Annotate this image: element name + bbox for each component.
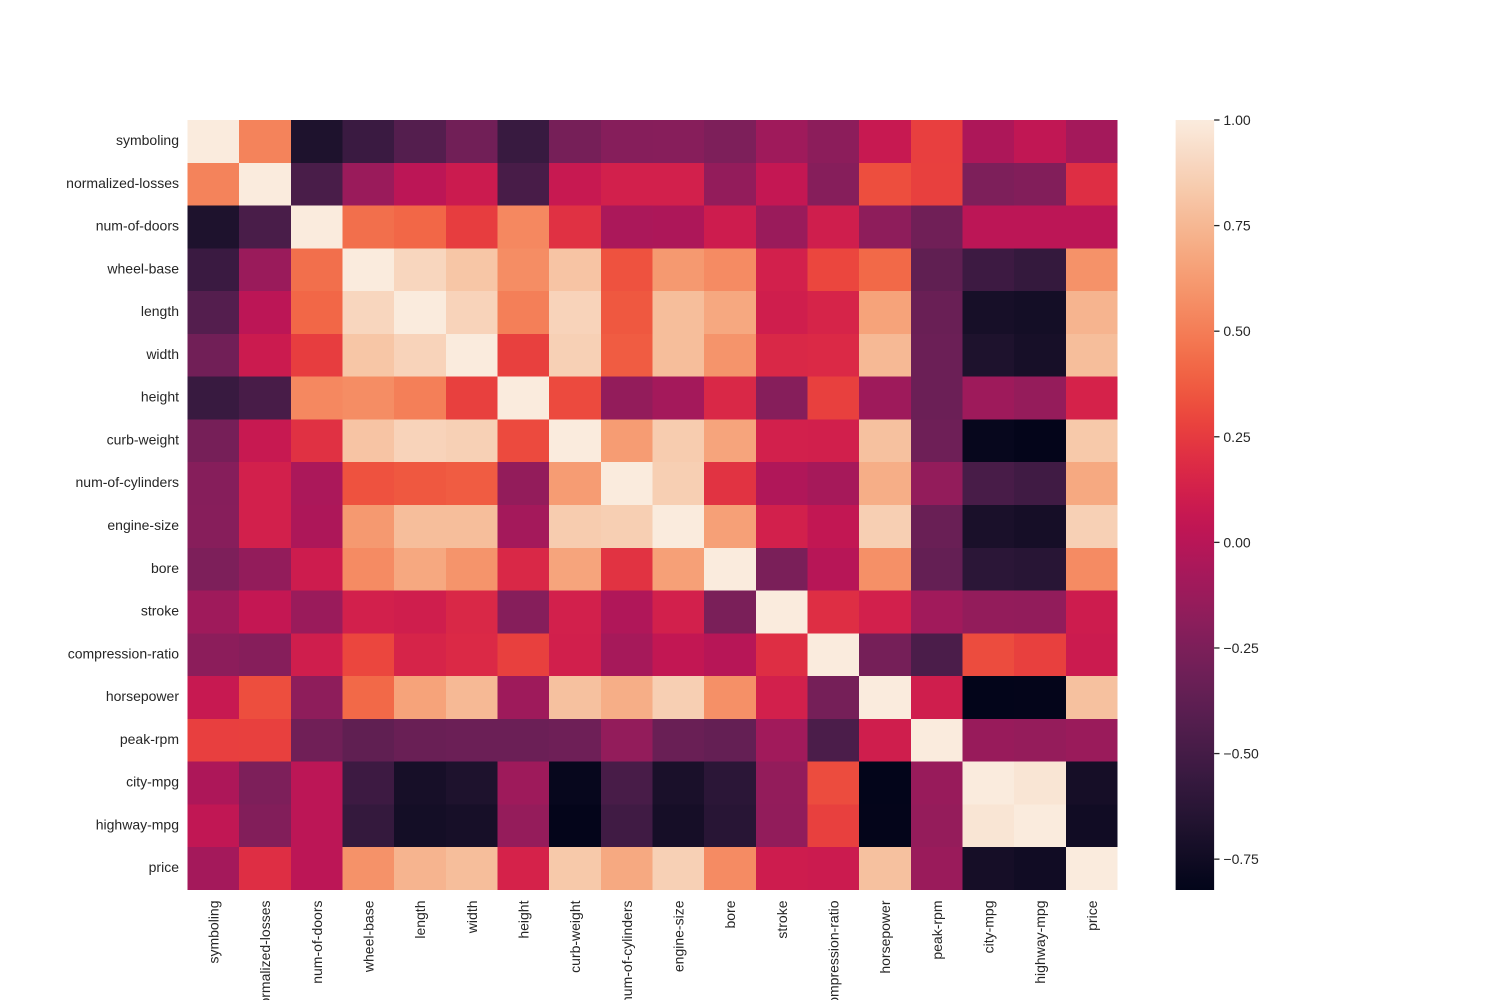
svg-text:bore: bore — [151, 560, 179, 576]
svg-text:−0.50: −0.50 — [1223, 746, 1259, 762]
svg-text:length: length — [141, 303, 179, 319]
svg-text:0.50: 0.50 — [1223, 323, 1250, 339]
svg-text:width: width — [464, 901, 480, 935]
svg-text:stroke: stroke — [774, 900, 790, 938]
svg-text:symboling: symboling — [116, 132, 179, 148]
svg-text:wheel-base: wheel-base — [106, 260, 179, 276]
svg-text:curb-weight: curb-weight — [567, 900, 583, 972]
svg-text:curb-weight: curb-weight — [107, 431, 179, 447]
svg-text:symboling: symboling — [206, 901, 222, 964]
svg-text:normalized-losses: normalized-losses — [257, 901, 273, 1001]
svg-text:height: height — [141, 389, 179, 405]
svg-text:compression-ratio: compression-ratio — [826, 900, 842, 1000]
svg-text:num-of-doors: num-of-doors — [96, 218, 179, 234]
svg-text:length: length — [412, 901, 428, 939]
svg-text:peak-rpm: peak-rpm — [929, 901, 945, 960]
svg-text:city-mpg: city-mpg — [981, 901, 997, 954]
svg-text:highway-mpg: highway-mpg — [96, 816, 179, 832]
svg-text:engine-size: engine-size — [107, 517, 179, 533]
svg-text:num-of-cylinders: num-of-cylinders — [76, 474, 179, 490]
svg-text:horsepower: horsepower — [877, 900, 893, 973]
svg-text:peak-rpm: peak-rpm — [120, 731, 179, 747]
svg-text:0.00: 0.00 — [1223, 534, 1250, 550]
svg-text:normalized-losses: normalized-losses — [66, 175, 179, 191]
svg-text:−0.25: −0.25 — [1223, 640, 1259, 656]
svg-text:height: height — [516, 900, 532, 938]
svg-text:city-mpg: city-mpg — [126, 774, 179, 790]
svg-text:num-of-cylinders: num-of-cylinders — [619, 901, 635, 1001]
svg-text:compression-ratio: compression-ratio — [68, 645, 179, 661]
svg-text:horsepower: horsepower — [106, 688, 179, 704]
svg-text:stroke: stroke — [141, 603, 179, 619]
svg-text:0.75: 0.75 — [1223, 218, 1250, 234]
svg-text:−0.75: −0.75 — [1223, 851, 1259, 867]
svg-text:num-of-doors: num-of-doors — [309, 901, 325, 984]
svg-text:price: price — [1084, 900, 1100, 931]
svg-text:bore: bore — [722, 900, 738, 928]
svg-text:price: price — [149, 859, 180, 875]
svg-text:wheel-base: wheel-base — [361, 900, 377, 973]
svg-text:1.00: 1.00 — [1223, 112, 1250, 128]
svg-text:highway-mpg: highway-mpg — [1032, 901, 1048, 984]
svg-text:width: width — [145, 346, 179, 362]
svg-text:engine-size: engine-size — [671, 900, 687, 972]
svg-text:0.25: 0.25 — [1223, 429, 1250, 445]
